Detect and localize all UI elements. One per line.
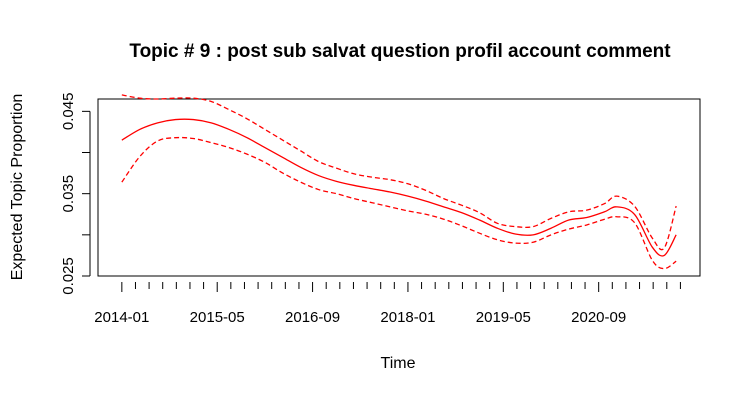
series-layer — [121, 94, 677, 270]
y-tick-label: 0.025 — [60, 257, 77, 295]
x-tick-label: 2015-05 — [190, 309, 245, 326]
x-tick-label: 2014-01 — [94, 309, 149, 326]
x-tick-label: 2020-09 — [571, 309, 626, 326]
x-axis: 2014-01 2015-05 2016-09 2018-01 2019-05 2020-… — [94, 282, 681, 326]
chart-title: Topic # 9 : post sub salvat question pro… — [129, 41, 671, 62]
x-tick-label: 2016-09 — [285, 309, 340, 326]
y-axis-label: Expected Topic Proportion — [9, 94, 26, 280]
upper-bound-line — [121, 94, 677, 251]
plot-area — [97, 98, 701, 277]
x-tick-label: 2018-01 — [380, 309, 435, 326]
estimate-line — [121, 118, 677, 257]
x-tick-label: 2019-05 — [476, 309, 531, 326]
y-tick-label: 0.035 — [60, 175, 77, 213]
y-axis: 0.025 0.035 0.045 — [60, 93, 91, 295]
y-tick-label: 0.045 — [60, 93, 77, 131]
x-axis-label: Time — [381, 355, 416, 372]
lower-bound-line — [121, 136, 677, 270]
